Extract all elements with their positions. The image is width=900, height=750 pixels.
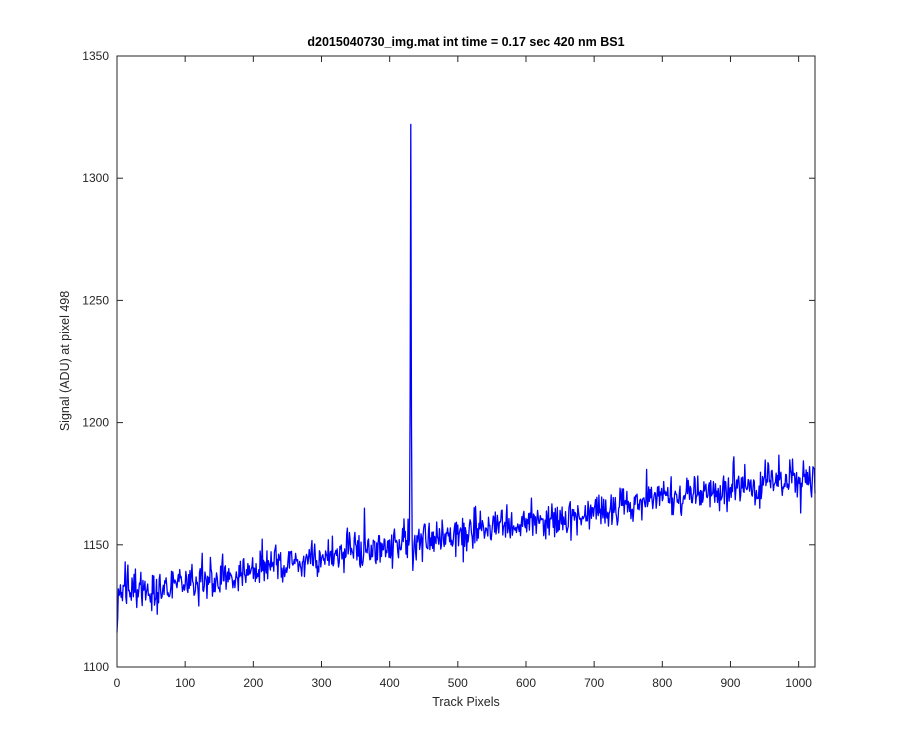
x-tick-label: 600 (516, 676, 536, 690)
y-tick-label: 1150 (83, 538, 109, 552)
y-tick-label: 1350 (82, 49, 109, 63)
x-tick-label: 1000 (785, 676, 812, 690)
signal-series-line (116, 123, 816, 633)
x-axis-label: Track Pixels (432, 695, 500, 709)
x-tick-label: 400 (380, 676, 400, 690)
y-axis-label: Signal (ADU) at pixel 498 (58, 291, 72, 431)
y-tick-label: 1250 (82, 293, 109, 307)
x-tick-label: 0 (114, 676, 121, 690)
chart-title: d2015040730_img.mat int time = 0.17 sec … (307, 35, 624, 49)
x-tick-label: 300 (311, 676, 331, 690)
axes-layer: 0 100 200 300 400 500 600 700 800 900 1000 1100 1150… (82, 49, 816, 690)
x-tick-label: 200 (243, 676, 263, 690)
x-tick-label: 800 (652, 676, 672, 690)
y-tick-label: 1300 (82, 171, 109, 185)
plot-area (117, 56, 815, 667)
x-tick-label: 700 (584, 676, 604, 690)
x-tick-label: 500 (448, 676, 468, 690)
x-tick-label: 100 (175, 676, 195, 690)
y-tick-label: 1200 (82, 416, 109, 430)
series-layer (116, 123, 816, 633)
axes-box (116, 55, 816, 668)
y-tick-label: 1100 (83, 660, 109, 674)
x-tick-label: 900 (720, 676, 740, 690)
